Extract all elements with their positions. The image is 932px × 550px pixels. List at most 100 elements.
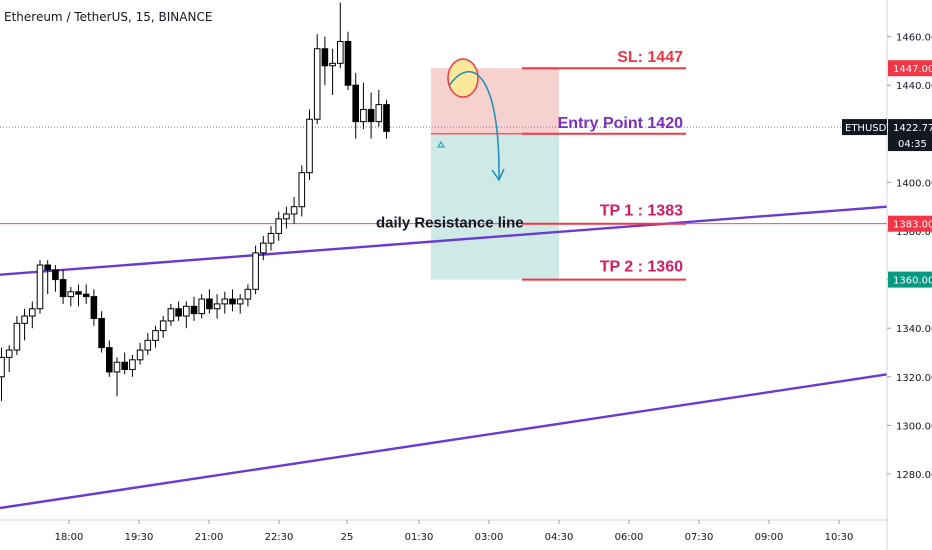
candle-body <box>144 339 152 351</box>
candle-body <box>106 347 113 373</box>
symbol-title: Ethereum / TetherUS, 15, BINANCE <box>4 10 213 24</box>
candle-body <box>313 48 321 120</box>
time-tick-label: 06:00 <box>615 532 644 543</box>
symbol-tag-label: ETHUSDT <box>845 123 893 134</box>
candle-body <box>337 40 344 64</box>
price-tag-label: 1447.00 <box>893 64 932 75</box>
candle <box>275 211 282 241</box>
candle <box>98 311 105 353</box>
candle-body <box>36 264 44 310</box>
candle <box>21 308 28 341</box>
stop-loss-label: SL: 1447 <box>617 49 683 66</box>
candle-body <box>229 298 236 305</box>
current-price-tag <box>888 119 932 152</box>
candle-body <box>252 252 259 290</box>
candle-body <box>283 213 290 220</box>
candle-body <box>190 305 198 315</box>
candle <box>183 301 190 329</box>
candle <box>129 354 136 377</box>
candle <box>375 90 383 127</box>
candle <box>306 109 313 180</box>
price-tick-label: 1340.00 <box>896 324 932 335</box>
candle-body <box>198 298 205 315</box>
candle-body <box>159 320 167 332</box>
candle <box>144 333 152 355</box>
time-tick-label: 22:30 <box>265 532 294 543</box>
price-axis[interactable]: 1280.00 1300.00 1320.00 1340.00 1360.00 1380.… <box>842 0 932 550</box>
time-tick-label: 04:30 <box>545 532 574 543</box>
candle <box>329 48 336 95</box>
candle-body <box>183 305 190 317</box>
candle-body <box>221 298 229 305</box>
candle-body <box>113 361 121 373</box>
candle-body <box>121 361 129 371</box>
price-tag-label: 1360.00 <box>893 276 932 287</box>
candle <box>5 345 13 372</box>
price-tick-label: 1440.00 <box>896 81 932 92</box>
candle <box>90 289 98 326</box>
candle <box>321 36 329 86</box>
price-tag <box>888 215 932 232</box>
candle <box>67 286 75 307</box>
candle <box>213 294 221 319</box>
candles <box>0 2 390 402</box>
candle-body <box>21 315 28 324</box>
candle-body <box>352 84 359 123</box>
signal-marker <box>437 141 445 148</box>
position-zones <box>431 68 559 280</box>
candle-body <box>52 269 59 281</box>
candle <box>229 289 236 312</box>
tp1-label: TP 1 : 1383 <box>600 203 683 220</box>
resistance-label: daily Resistance line <box>376 215 524 232</box>
candle-body <box>367 109 375 123</box>
time-tick-label: 10:30 <box>825 532 854 543</box>
candle <box>221 291 229 314</box>
candle <box>260 235 267 261</box>
candle <box>59 269 67 304</box>
time-tick-label: 09:00 <box>755 532 784 543</box>
candle <box>352 73 359 139</box>
candle-body <box>344 40 352 86</box>
candle-body <box>290 206 298 215</box>
time-tick-label: 01:30 <box>405 532 434 543</box>
entry-label: Entry Point 1420 <box>558 115 683 132</box>
candle <box>198 294 205 319</box>
candle <box>267 226 275 251</box>
price-tick-label: 1320.00 <box>896 373 932 384</box>
candle <box>344 31 352 91</box>
candle-body <box>82 293 90 298</box>
candle-body <box>213 303 221 310</box>
price-tick-label: 1380.00 <box>896 227 932 238</box>
candle-body <box>267 232 275 244</box>
candle <box>360 82 367 129</box>
candle <box>244 284 252 307</box>
candle <box>152 325 159 348</box>
candle <box>0 347 5 402</box>
candle <box>283 206 290 229</box>
price-tick-label: 1460.00 <box>896 33 932 44</box>
candle <box>121 352 129 375</box>
candle-body <box>321 48 329 67</box>
candle-body <box>275 218 282 234</box>
candle-body <box>167 308 175 322</box>
candle-body <box>206 298 213 310</box>
candle <box>113 357 121 397</box>
candle <box>44 260 52 295</box>
candle <box>175 301 182 321</box>
candle-body <box>260 242 267 254</box>
time-axis[interactable]: 18:00 19:30 21:00 22:30 25 01:30 03:00 04:30 06:… <box>0 519 887 543</box>
trend-line-2 <box>0 373 888 510</box>
candle-body <box>360 109 367 123</box>
take-profit-zone <box>431 133 559 280</box>
price-tick-label: 1400.00 <box>896 178 932 189</box>
price-tag <box>888 60 932 77</box>
candle <box>190 296 198 321</box>
price-tag-label: 1383.00 <box>893 220 932 231</box>
trend-line-1 <box>0 205 888 276</box>
candle-body <box>236 298 244 305</box>
time-tick-label: 21:00 <box>195 532 224 543</box>
time-tick-label: 07:30 <box>685 532 714 543</box>
time-tick-label: 18:00 <box>55 532 84 543</box>
current-price-label: 1422.77 <box>893 123 932 134</box>
